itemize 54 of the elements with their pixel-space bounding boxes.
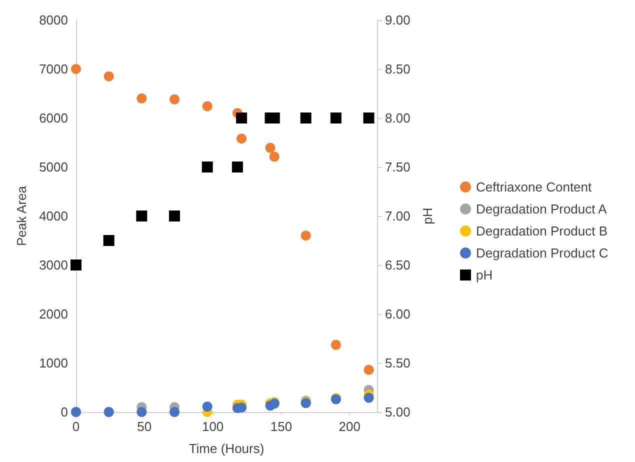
y-tick-label: 1000 <box>39 356 68 370</box>
x-tick-label: 0 <box>72 419 80 434</box>
y-axis-title: Peak Area <box>14 185 29 246</box>
y-tick-label: 3000 <box>39 258 68 272</box>
y-tick-label: 4000 <box>39 208 68 224</box>
y-tick-label: 8000 <box>39 12 68 28</box>
point <box>104 71 114 82</box>
point <box>265 142 276 153</box>
point <box>169 210 180 222</box>
legend-label: Degradation Product C <box>476 246 608 260</box>
y2-axis-title: pH <box>420 208 435 224</box>
y2-tick-label: 7.00 <box>385 208 410 224</box>
x-tick-label: 150 <box>270 419 292 434</box>
point <box>136 93 147 104</box>
y-tick-label: 2000 <box>39 306 68 322</box>
point <box>236 112 248 124</box>
point <box>300 112 312 124</box>
x-tick-label: 50 <box>137 419 152 434</box>
point <box>364 392 374 403</box>
y2-tick-label: 6.00 <box>385 306 410 322</box>
y2-tick-label: 9.00 <box>385 12 410 28</box>
point <box>330 340 341 350</box>
legend-label: Degradation Product A <box>476 202 608 216</box>
point <box>202 101 212 112</box>
point <box>202 162 213 172</box>
y2-tick-label: 8.50 <box>385 62 410 76</box>
y-tick-label: 5000 <box>39 160 68 174</box>
point <box>70 260 82 270</box>
legend-label: Degradation Product B <box>476 224 608 238</box>
y-tick-label: 6000 <box>39 110 68 126</box>
point <box>232 162 243 172</box>
y2-tick-label: 8.00 <box>385 110 410 126</box>
point <box>269 152 280 162</box>
y2-tick-label: 7.50 <box>385 160 410 174</box>
point <box>363 112 374 124</box>
legend-label: Ceftriaxone Content <box>476 180 592 194</box>
y-tick-label: 7000 <box>39 62 68 76</box>
y-tick-label: 0 <box>60 404 68 420</box>
point <box>136 210 148 222</box>
x-tick-label: 100 <box>202 419 224 434</box>
point <box>71 64 81 74</box>
y2-tick-label: 6.50 <box>385 258 410 272</box>
x-axis-title: Time (Hours) <box>188 441 264 456</box>
point <box>236 134 247 144</box>
point <box>330 112 342 124</box>
point <box>300 230 311 241</box>
point <box>170 94 180 104</box>
y2-tick-label: 5.50 <box>385 356 410 370</box>
y2-tick-label: 5.00 <box>385 404 410 420</box>
point <box>202 402 212 412</box>
point <box>103 235 114 246</box>
x-tick-label: 200 <box>338 419 360 434</box>
legend-label: pH <box>476 268 493 282</box>
point <box>364 364 374 375</box>
